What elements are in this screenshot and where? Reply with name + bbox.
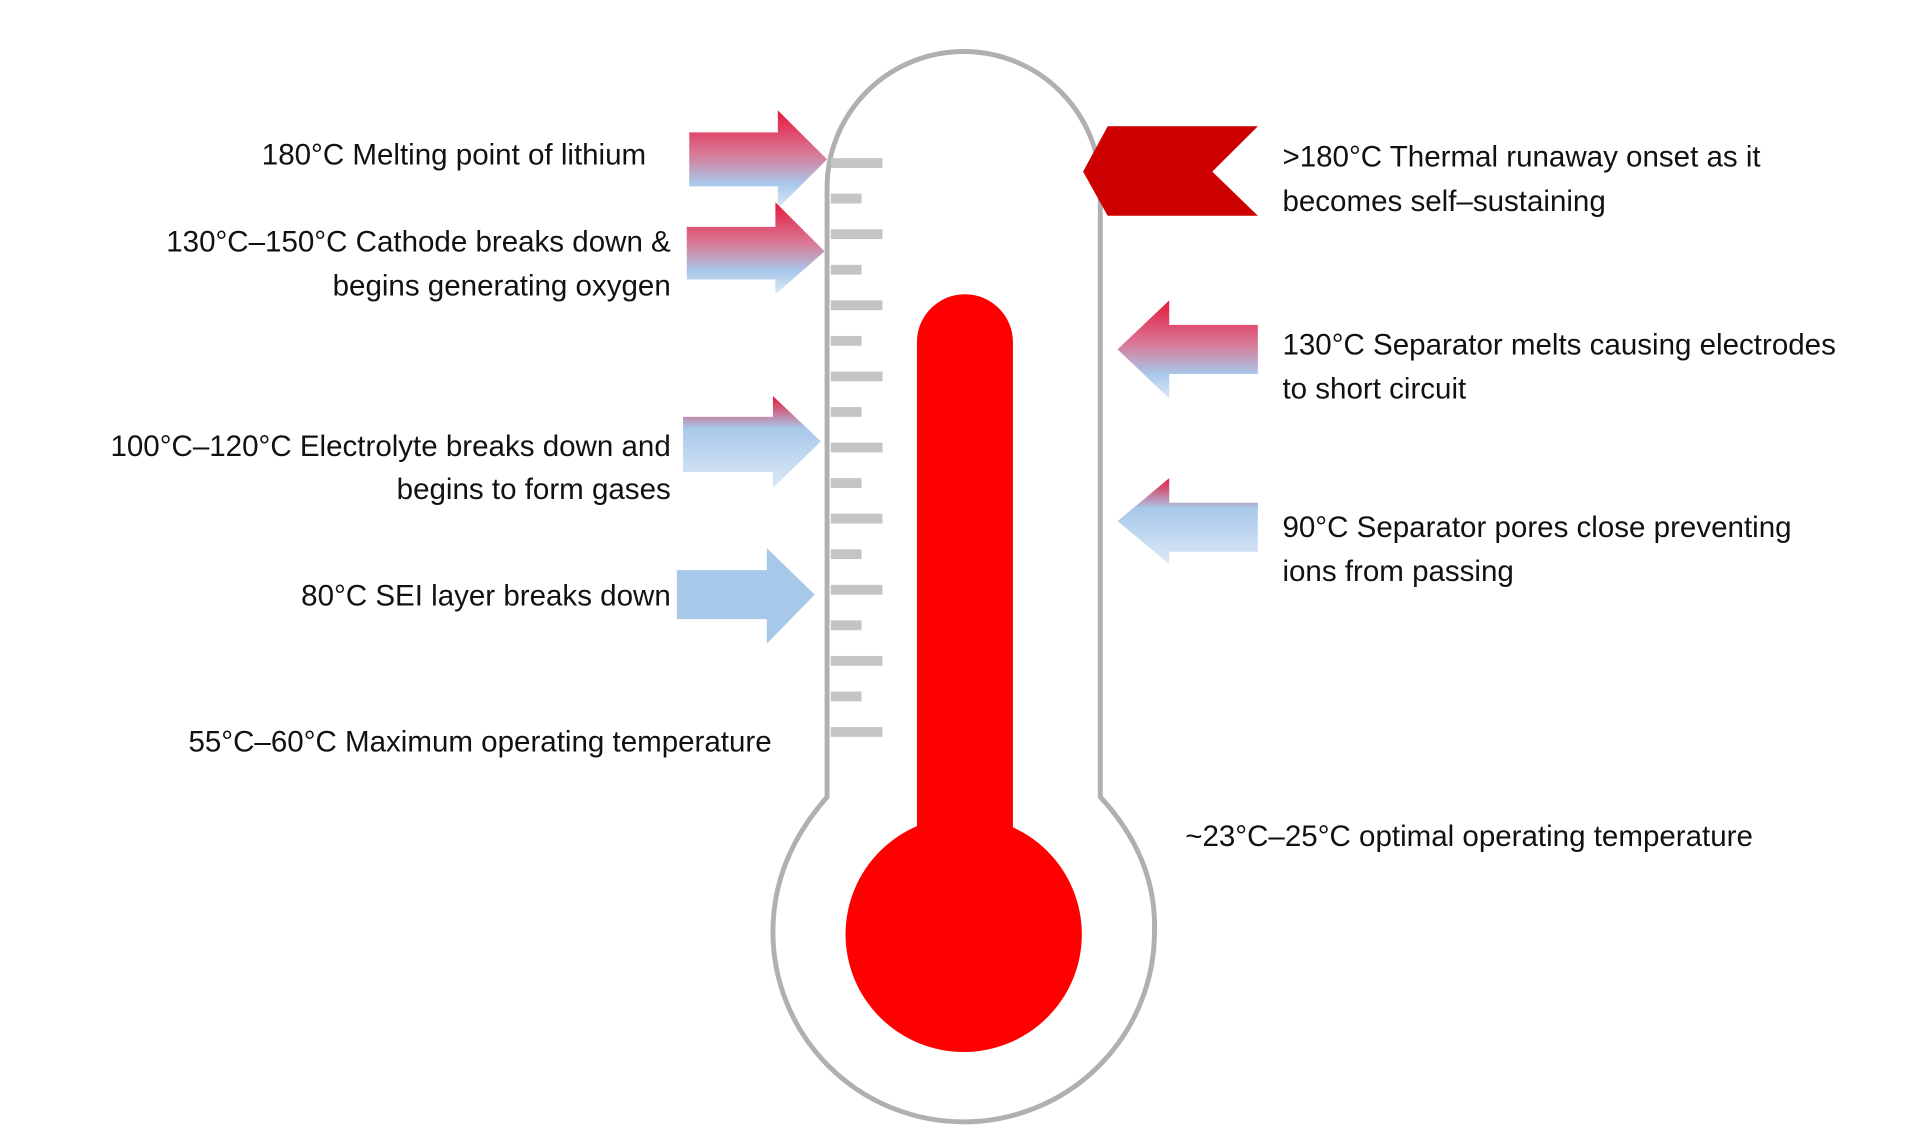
gradient-arrow-icon (686, 202, 825, 295)
label-130c-separator: 130°C Separator melts causing electrodes (1282, 328, 1835, 361)
gradient-arrow-icon (689, 110, 828, 209)
thermometer-tick (830, 478, 862, 488)
thermometer-tick (830, 335, 862, 346)
label-23-25c: ~23°C–25°C optimal operating temperature (1185, 820, 1753, 853)
thermometer-tick (830, 584, 883, 595)
label-80c: 80°C SEI layer breaks down (301, 580, 671, 613)
label-over-180c: >180°C Thermal runaway onset as it (1282, 141, 1760, 174)
thermometer-tick (830, 513, 883, 524)
chevron-left-icon (1083, 126, 1258, 216)
label-100-120c: begins to form gases (397, 473, 671, 506)
thermometer-icon (770, 49, 1157, 1125)
thermometer-tick (830, 264, 862, 275)
thermometer-tick (830, 442, 883, 453)
gradient-arrow-icon (1117, 478, 1258, 564)
thermometer-tick (830, 300, 883, 311)
label-90c: ions from passing (1282, 555, 1513, 588)
label-130-150c: begins generating oxygen (333, 270, 671, 303)
thermometer-tick (830, 727, 883, 737)
thermometer-tick (830, 193, 862, 204)
thermometer-tick (830, 407, 862, 417)
label-over-180c: becomes self–sustaining (1282, 185, 1605, 218)
label-90c: 90°C Separator pores close preventing (1282, 511, 1791, 544)
thermometer-ticks (830, 158, 883, 737)
thermometer-tick (830, 371, 883, 382)
thermometer-tick (830, 655, 883, 666)
left-labels: 180°C Melting point of lithium 130°C–150… (110, 138, 771, 758)
gradient-arrow-icon (683, 396, 821, 488)
mercury-column (916, 294, 1013, 846)
right-labels: >180°C Thermal runaway onset as it becom… (1185, 141, 1836, 853)
label-130c-separator: to short circuit (1282, 373, 1466, 406)
label-100-120c: 100°C–120°C Electrolyte breaks down and (110, 430, 670, 463)
label-55-60c: 55°C–60°C Maximum operating temperature (188, 726, 771, 759)
blue-arrow-icon (676, 548, 815, 644)
thermometer-tick (830, 158, 883, 168)
thermometer-tick (830, 549, 862, 560)
mercury-bulb (845, 816, 1082, 1052)
gradient-arrow-icon (1117, 300, 1258, 399)
thermometer-tick (830, 691, 862, 702)
label-130-150c: 130°C–150°C Cathode breaks down & (166, 225, 671, 258)
label-180c: 180°C Melting point of lithium (262, 138, 646, 171)
thermometer-tick (830, 620, 862, 631)
thermometer-tick (830, 229, 883, 240)
